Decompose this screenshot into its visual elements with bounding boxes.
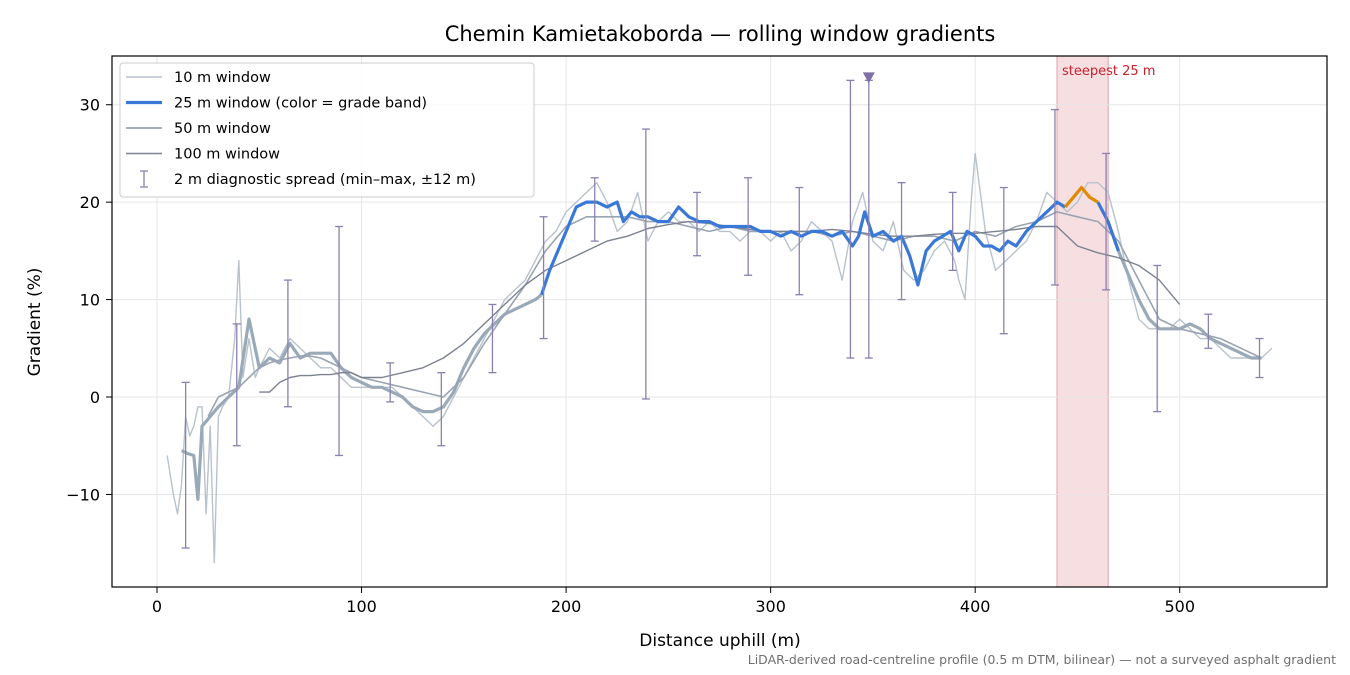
- plot-area: steepest 25 m: [112, 55, 1327, 588]
- x-tick-label: 300: [755, 597, 786, 616]
- legend-label: 100 m window: [174, 147, 280, 163]
- legend-entry: 50 m window: [126, 121, 271, 137]
- diagnostic-spread-bar: [386, 362, 395, 403]
- diagnostic-spread-bar: [488, 303, 497, 374]
- legend-box: [119, 62, 535, 198]
- legend-label: 10 m window: [174, 70, 271, 86]
- y-tick-label: 0: [90, 388, 100, 407]
- x-tick-label: 0: [152, 597, 162, 616]
- diagnostic-spread-bar: [1204, 313, 1213, 349]
- diagnostic-spread-bar: [846, 79, 855, 359]
- y-tick-label: 20: [80, 193, 100, 212]
- legend: 10 m window 25 m window (color = grade ba…: [119, 62, 535, 198]
- legend-entry: 100 m window: [126, 147, 280, 163]
- legend-label: 50 m window: [174, 121, 271, 137]
- diagnostic-spread-bar: [795, 186, 804, 296]
- diagnostic-spread-bar: [999, 186, 1008, 335]
- diagnostic-spread-bar: [232, 323, 241, 447]
- diagnostic-spread-bar: [1255, 337, 1264, 379]
- diagnostic-spread-bar: [283, 279, 292, 408]
- diagnostic-spread-bar: [641, 128, 650, 400]
- legend-entry: 10 m window: [126, 70, 271, 86]
- legend-label: 25 m window (color = grade band): [174, 96, 427, 112]
- x-tick-label: 400: [960, 597, 991, 616]
- x-tick-label: 500: [1164, 597, 1195, 616]
- axis-ticks: 0 100 200 300 400 500 −10 0 10 20 30: [66, 96, 1195, 616]
- y-tick-label: 10: [80, 291, 100, 310]
- diagnostic-spread-bar: [539, 216, 548, 340]
- x-tick-label: 200: [551, 597, 582, 616]
- diagnostic-spread-bar: [897, 182, 906, 301]
- diagnostic-spread-bar: [693, 191, 701, 257]
- y-tick-label: −10: [66, 485, 100, 504]
- diagnostic-spread-bar: [181, 381, 190, 549]
- series-25m-line-banded-end: [1096, 201, 1120, 252]
- diagnostic-spread-bar: [1102, 152, 1111, 291]
- x-tick-label: 100: [346, 597, 377, 616]
- legend-label: 2 m diagnostic spread (min–max, ±12 m): [174, 172, 476, 188]
- diagnostic-spread-bar: [1153, 264, 1162, 413]
- diagnostic-spread-bar: [437, 372, 446, 447]
- y-tick-label: 30: [80, 96, 100, 115]
- series-25m-steepest-segment: [1063, 185, 1099, 209]
- series-25m-line-banded: [539, 200, 1067, 296]
- legend-entry: 25 m window (color = grade band): [126, 96, 427, 112]
- series-25m-line-tail: [1106, 221, 1262, 360]
- axes-frame: [111, 55, 1328, 588]
- footnote: LiDAR-derived road-centreline profile (0…: [748, 652, 1336, 667]
- chart-title: Chemin Kamietakoborda — rolling window g…: [445, 22, 996, 46]
- diagnostic-spread-bar: [335, 225, 344, 457]
- x-axis-label: Distance uphill (m): [639, 631, 800, 651]
- legend-entry: 2 m diagnostic spread (min–max, ±12 m): [140, 170, 476, 188]
- diagnostic-spread-bar: [1050, 108, 1059, 286]
- series-100m-line: [259, 220, 1181, 393]
- steepest-region-label: steepest 25 m: [1062, 64, 1155, 79]
- y-axis-label: Gradient (%): [25, 268, 45, 377]
- diagnostic-spread-bar: [590, 177, 599, 242]
- diagnostic-spread-bar: [948, 191, 957, 271]
- peak-marker: [862, 72, 875, 84]
- steepest-region-band: [1056, 55, 1109, 588]
- diagnostic-spread-bar: [744, 177, 753, 276]
